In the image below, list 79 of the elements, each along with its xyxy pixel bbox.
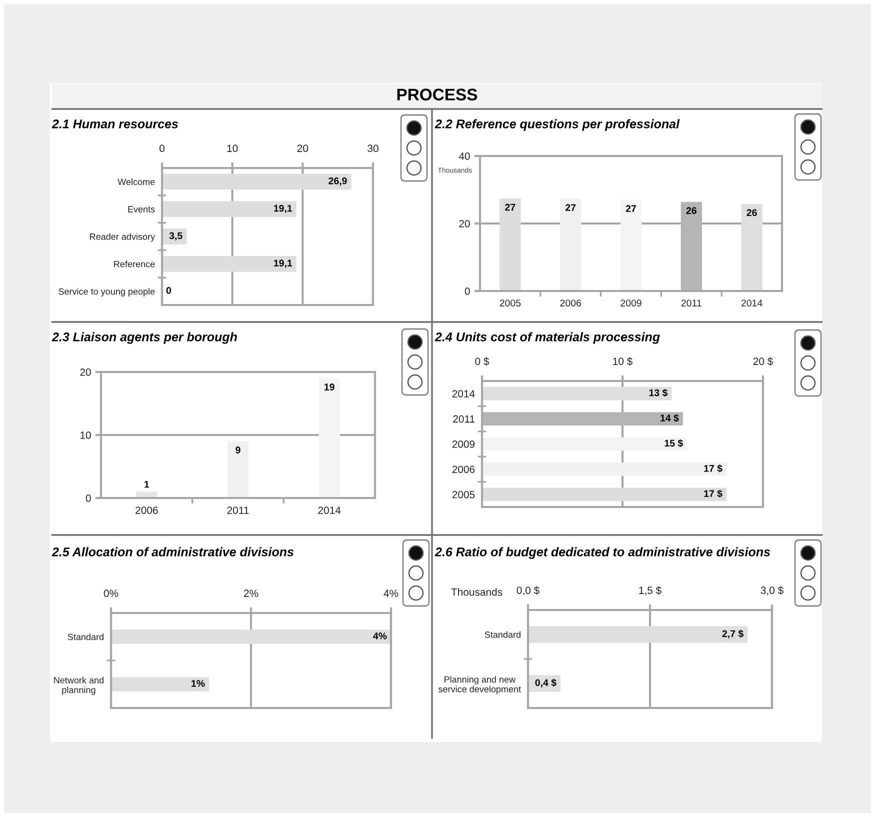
x-tick-label: 2009 xyxy=(620,300,642,306)
y-tick-label: 40 xyxy=(458,152,470,160)
data-label: 27 xyxy=(626,205,636,212)
y-tick-label: 2005 xyxy=(452,490,475,498)
data-label: 26,9 xyxy=(328,177,347,186)
y-tick-label: Network and planning xyxy=(54,676,104,695)
y-tick-label: 20 xyxy=(459,220,470,228)
data-label: 9 xyxy=(236,446,240,454)
x-tick-label: 0% xyxy=(104,590,118,598)
bar xyxy=(482,488,726,502)
x-tick-label: 1,5 $ xyxy=(639,586,662,596)
data-label: 17 $ xyxy=(704,464,722,472)
x-tick-label: 0 xyxy=(160,144,164,152)
bar xyxy=(162,174,352,190)
data-label: 17 $ xyxy=(704,490,722,498)
x-tick-label: 20 $ xyxy=(753,357,773,366)
x-axis-title: Thousands xyxy=(451,588,502,596)
x-tick-label: 30 xyxy=(368,144,378,152)
data-label: 1 xyxy=(144,480,150,488)
bar xyxy=(318,378,340,498)
data-label: 19,1 xyxy=(274,204,292,214)
y-tick-label: Service to young people xyxy=(58,288,155,296)
chart-title: 2.3 Liaison agents per borough xyxy=(52,332,237,344)
x-tick-label: 10 xyxy=(227,144,238,152)
bar xyxy=(162,256,296,272)
data-label: 0 xyxy=(166,287,172,294)
x-tick-label: 2% xyxy=(244,590,258,598)
y-tick-label: Standard xyxy=(484,631,520,638)
bar xyxy=(482,437,688,451)
y-tick-label: Planning and new service development xyxy=(438,676,521,694)
data-label: 2,7 $ xyxy=(722,630,744,639)
x-tick-label: 0 $ xyxy=(475,357,490,366)
chart-title: 2.5 Allocation of administrative divisions xyxy=(52,547,294,556)
y-tick-label: Reader advisory xyxy=(90,233,156,242)
x-tick-label: 2014 xyxy=(318,506,341,514)
y-tick-label: Welcome xyxy=(118,178,155,186)
data-label: 19 xyxy=(324,384,334,390)
data-label: 19,1 xyxy=(274,260,292,268)
y-tick-label: 20 xyxy=(80,368,91,376)
y-tick-label: Standard xyxy=(68,633,104,640)
data-label: 1% xyxy=(192,680,205,687)
data-label: 14 $ xyxy=(660,414,679,422)
x-tick-label: 2014 xyxy=(741,300,762,306)
x-tick-label: 20 xyxy=(297,144,308,152)
x-tick-label: 4% xyxy=(384,590,398,598)
y-tick-label: 2011 xyxy=(453,415,475,423)
data-label: 27 xyxy=(566,204,576,211)
y-tick-label: 0 xyxy=(464,288,470,295)
y-tick-label: 0 xyxy=(86,494,91,502)
bar xyxy=(482,462,726,476)
data-label: 13 $ xyxy=(649,388,668,397)
chart-title: 2.6 Ratio of budget dedicated to administrative divisions xyxy=(434,547,770,559)
y-tick-label: 10 xyxy=(80,432,91,439)
bar xyxy=(227,441,249,498)
chart-title: 2.4 Units cost of materials processing xyxy=(434,332,660,344)
data-label: 0,4 $ xyxy=(535,678,556,688)
data-label: 26 xyxy=(746,209,757,216)
chart-title: 2.2 Reference questions per professional xyxy=(434,119,680,131)
x-tick-label: 2011 xyxy=(681,300,702,306)
data-label: 4% xyxy=(373,632,387,640)
y-tick-label: 2014 xyxy=(452,390,475,398)
x-tick-label: 2006 xyxy=(560,300,581,306)
text: PROCESS xyxy=(397,88,478,100)
data-label: 15 $ xyxy=(664,439,683,448)
x-tick-label: 10 $ xyxy=(613,357,632,366)
y-tick-label: Reference xyxy=(114,260,155,268)
x-tick-label: 0,0 $ xyxy=(516,586,540,596)
bar xyxy=(162,201,296,218)
data-label: 3,5 xyxy=(169,232,182,241)
x-tick-label: 2011 xyxy=(227,506,249,514)
y-tick-label: 2009 xyxy=(452,440,475,448)
bar xyxy=(482,412,683,426)
data-label: 27 xyxy=(505,204,516,211)
chart-title: 2.1 Human resources xyxy=(52,120,178,128)
y-tick-label: 2006 xyxy=(452,466,475,474)
data-label: 26 xyxy=(686,207,696,214)
x-tick-label: 3,0 $ xyxy=(760,586,784,596)
y-tick-label: Events xyxy=(128,206,155,212)
bar xyxy=(482,386,672,400)
